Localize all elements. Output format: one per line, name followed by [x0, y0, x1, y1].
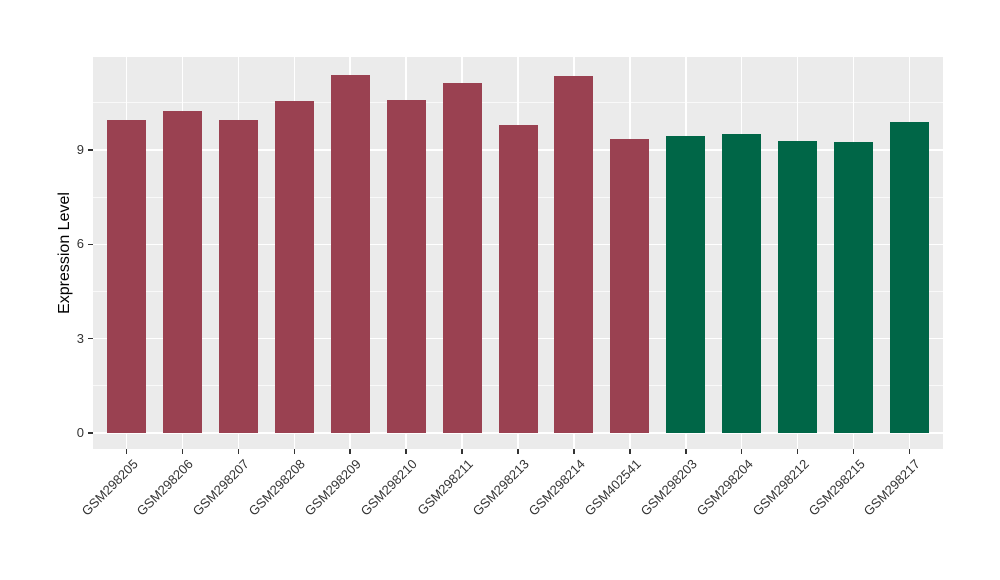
x-tick-mark-GSM298212	[796, 449, 799, 454]
bar-GSM298208	[274, 101, 314, 433]
x-tick-label-GSM298213: GSM298213	[469, 456, 532, 519]
x-tick-label-GSM298215: GSM298215	[805, 456, 868, 519]
bar-GSM402541	[610, 139, 650, 433]
x-tick-mark-GSM298205	[125, 449, 128, 454]
x-tick-label-GSM298209: GSM298209	[301, 456, 365, 519]
x-tick-mark-GSM298217	[908, 449, 911, 454]
x-tick-mark-GSM298214	[573, 449, 575, 454]
x-tick-label-GSM298203: GSM298203	[637, 456, 700, 519]
bar-GSM298207	[218, 120, 258, 433]
x-tick-mark-GSM298211	[461, 449, 463, 454]
x-tick-mark-GSM298215	[852, 449, 855, 454]
x-tick-mark-GSM298206	[181, 449, 184, 454]
bar-GSM298206	[162, 110, 202, 433]
x-tick-label-GSM298211: GSM298211	[414, 456, 476, 518]
x-tick-label-GSM298214: GSM298214	[525, 456, 588, 519]
x-tick-mark-GSM298204	[740, 449, 743, 454]
x-tick-label-GSM298217: GSM298217	[861, 456, 924, 519]
y-tick-mark-3	[88, 337, 93, 340]
bar-GSM298212	[778, 140, 818, 433]
bar-GSM298209	[330, 74, 370, 433]
x-tick-label-GSM402541: GSM402541	[581, 456, 644, 519]
bar-GSM298215	[834, 142, 874, 433]
y-tick-label-6: 6	[76, 236, 84, 252]
x-tick-mark-GSM298213	[517, 449, 519, 454]
x-tick-label-GSM298205: GSM298205	[78, 456, 141, 519]
y-tick-label-3: 3	[76, 330, 84, 346]
x-tick-mark-GSM298209	[349, 449, 351, 454]
bar-GSM298203	[666, 135, 706, 433]
x-tick-mark-GSM298208	[293, 449, 296, 454]
x-tick-mark-GSM298203	[685, 449, 687, 454]
bar-GSM298213	[498, 124, 538, 433]
y-tick-label-9: 9	[76, 142, 84, 158]
y-tick-label-0: 0	[76, 425, 84, 440]
x-tick-mark-GSM298210	[405, 449, 407, 454]
x-tick-label-GSM298206: GSM298206	[134, 456, 197, 519]
bar-GSM298210	[386, 99, 426, 433]
bar-GSM298211	[442, 82, 482, 433]
bar-GSM298214	[554, 76, 594, 433]
bar-GSM298204	[722, 134, 762, 433]
x-tick-mark-GSM402541	[629, 449, 631, 454]
x-tick-label-GSM298212: GSM298212	[749, 456, 812, 519]
y-tick-mark-6	[88, 243, 93, 246]
x-tick-mark-GSM298207	[237, 449, 240, 454]
y-tick-mark-9	[88, 149, 93, 151]
x-tick-label-GSM298204: GSM298204	[693, 456, 756, 519]
y-tick-mark-0	[88, 432, 93, 434]
y-axis-title: Expression Level	[56, 192, 73, 314]
x-tick-label-GSM298208: GSM298208	[245, 456, 309, 519]
bar-GSM298217	[889, 121, 929, 433]
x-tick-label-GSM298210: GSM298210	[357, 456, 421, 519]
plot-panel	[93, 57, 943, 449]
bar-GSM298205	[107, 120, 147, 433]
x-tick-label-GSM298207: GSM298207	[190, 456, 253, 519]
